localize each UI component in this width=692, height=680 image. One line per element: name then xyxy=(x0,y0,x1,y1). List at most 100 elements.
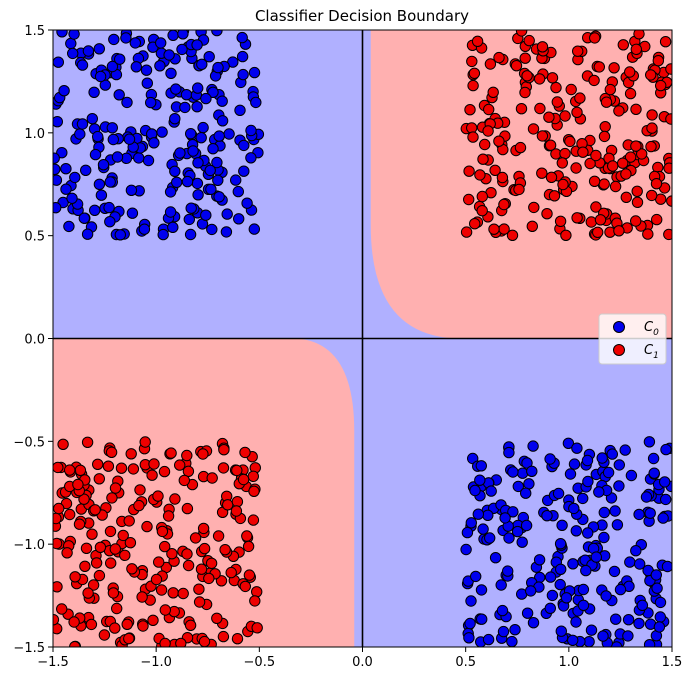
scatter-point-c1 xyxy=(546,72,559,84)
scatter-point-c0 xyxy=(92,130,104,143)
scatter-point-c0 xyxy=(169,165,181,178)
scatter-point-c0 xyxy=(133,152,145,164)
scatter-point-c1 xyxy=(198,635,211,647)
scatter-point-c1 xyxy=(533,73,546,85)
scatter-point-c1 xyxy=(560,229,572,242)
scatter-point-c0 xyxy=(556,519,568,531)
scatter-point-c1 xyxy=(493,135,505,147)
scatter-point-c0 xyxy=(66,192,78,205)
scatter-point-c0 xyxy=(567,634,579,646)
scatter-point-c1 xyxy=(565,83,577,96)
scatter-point-c1 xyxy=(217,462,230,474)
scatter-point-c0 xyxy=(503,446,515,459)
scatter-point-c1 xyxy=(493,51,505,64)
scatter-point-c0 xyxy=(597,630,609,642)
scatter-point-c0 xyxy=(165,67,177,80)
scatter-point-c1 xyxy=(570,162,582,174)
scatter-point-c1 xyxy=(463,193,475,206)
y-tick-label: −0.5 xyxy=(13,435,45,450)
scatter-point-c1 xyxy=(87,579,100,591)
scatter-point-c1 xyxy=(513,183,525,196)
scatter-point-c0 xyxy=(544,453,556,465)
scatter-point-c0 xyxy=(633,508,645,521)
scatter-point-c0 xyxy=(659,476,671,488)
scatter-point-c1 xyxy=(155,584,168,596)
scatter-point-c1 xyxy=(109,482,122,494)
scatter-point-c0 xyxy=(241,197,253,209)
scatter-point-c1 xyxy=(147,614,159,626)
scatter-point-c1 xyxy=(534,102,546,115)
scatter-point-c0 xyxy=(502,565,514,577)
scatter-point-c0 xyxy=(236,31,248,44)
x-tick-label: 0.5 xyxy=(455,655,476,670)
scatter-point-c1 xyxy=(126,563,138,575)
scatter-point-c1 xyxy=(467,131,479,143)
scatter-point-c1 xyxy=(466,122,478,134)
x-tick-label: −1.0 xyxy=(140,655,172,670)
scatter-point-c0 xyxy=(184,228,197,241)
scatter-point-c1 xyxy=(645,69,657,81)
scatter-point-c0 xyxy=(520,487,532,499)
scatter-point-c1 xyxy=(541,208,553,220)
scatter-point-c0 xyxy=(94,70,107,83)
scatter-point-c1 xyxy=(119,549,131,561)
scatter-point-c0 xyxy=(461,526,474,539)
scatter-point-c0 xyxy=(89,204,101,217)
scatter-point-c1 xyxy=(162,510,175,522)
scatter-point-c1 xyxy=(231,496,244,508)
scatter-point-c0 xyxy=(80,164,92,177)
scatter-point-c1 xyxy=(73,518,86,530)
scatter-point-c1 xyxy=(166,548,178,560)
scatter-point-c1 xyxy=(159,637,171,647)
scatter-point-c0 xyxy=(56,30,68,38)
scatter-point-c0 xyxy=(544,571,557,583)
scatter-point-c1 xyxy=(159,540,171,553)
scatter-point-c1 xyxy=(593,61,605,73)
scatter-point-c0 xyxy=(470,570,482,583)
scatter-point-c1 xyxy=(181,502,194,515)
scatter-point-c0 xyxy=(475,584,488,596)
scatter-point-c0 xyxy=(567,558,579,570)
scatter-point-c0 xyxy=(568,502,580,515)
scatter-point-c0 xyxy=(114,229,127,241)
scatter-point-c0 xyxy=(113,89,125,101)
scatter-point-c1 xyxy=(177,587,189,600)
scatter-point-c1 xyxy=(225,566,237,579)
scatter-point-c0 xyxy=(107,133,120,146)
scatter-point-c1 xyxy=(598,178,610,190)
scatter-point-c1 xyxy=(665,113,672,125)
scatter-point-c0 xyxy=(552,487,565,500)
scatter-point-c0 xyxy=(157,228,169,241)
scatter-point-c0 xyxy=(648,467,660,479)
scatter-point-c0 xyxy=(104,176,116,188)
scatter-point-c0 xyxy=(533,554,546,566)
scatter-point-c0 xyxy=(53,116,63,128)
scatter-point-c0 xyxy=(544,602,556,614)
scatter-point-c0 xyxy=(205,183,217,196)
scatter-point-c0 xyxy=(141,77,154,89)
scatter-point-c0 xyxy=(203,51,215,63)
scatter-point-c1 xyxy=(624,151,637,163)
scatter-point-c0 xyxy=(609,505,621,517)
scatter-point-c1 xyxy=(630,215,642,227)
scatter-point-c1 xyxy=(651,213,663,226)
scatter-point-c1 xyxy=(536,130,549,142)
scatter-point-c0 xyxy=(521,457,533,469)
scatter-point-c1 xyxy=(242,540,255,553)
scatter-point-c1 xyxy=(86,528,98,540)
scatter-point-c0 xyxy=(89,148,102,161)
scatter-point-c1 xyxy=(630,140,642,152)
scatter-point-c1 xyxy=(68,616,80,628)
scatter-point-c1 xyxy=(519,86,531,99)
scatter-point-c1 xyxy=(608,62,620,74)
scatter-point-c1 xyxy=(159,604,172,616)
scatter-point-c1 xyxy=(588,74,600,87)
scatter-point-c0 xyxy=(507,466,519,478)
scatter-point-c1 xyxy=(72,478,84,491)
scatter-point-c1 xyxy=(590,149,602,162)
scatter-point-c0 xyxy=(495,579,507,591)
scatter-point-c0 xyxy=(130,61,143,73)
scatter-point-c1 xyxy=(167,587,179,599)
scatter-point-c1 xyxy=(650,178,663,190)
scatter-point-c0 xyxy=(570,616,582,628)
